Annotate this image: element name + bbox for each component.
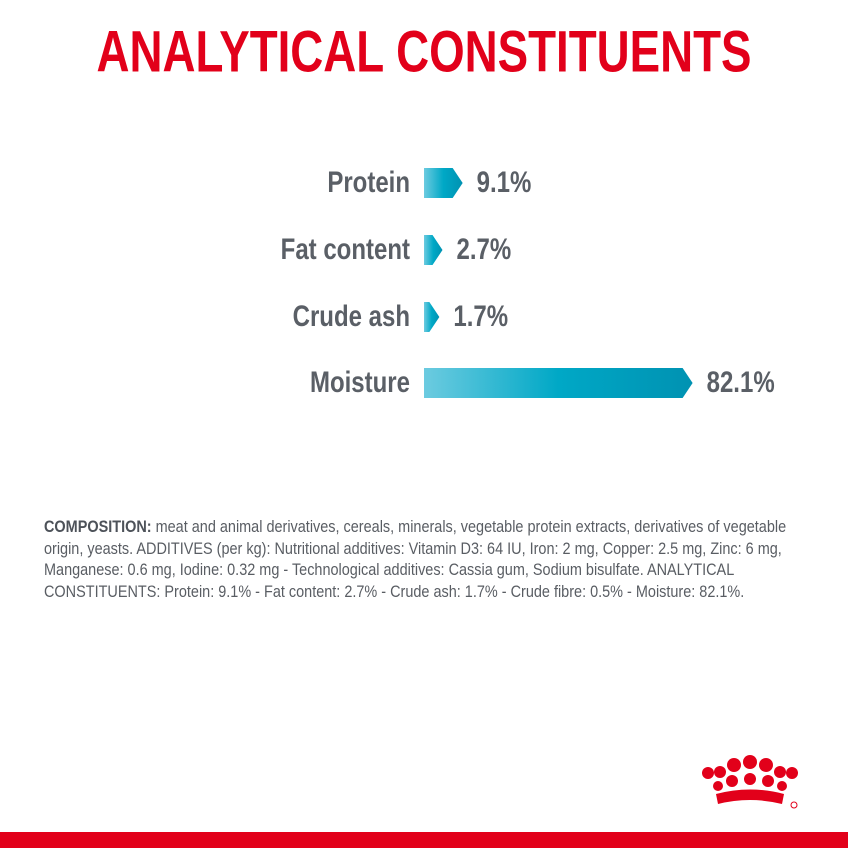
bar [424,368,693,398]
category-label: Moisture [310,366,410,399]
composition: COMPOSITION: meat and animal derivatives… [44,516,809,602]
composition-label: COMPOSITION: [44,517,152,536]
bar [424,235,443,265]
value-label: 1.7% [453,300,508,333]
category-label: Fat content [281,233,410,266]
value-label: 2.7% [457,233,512,266]
logo [702,755,798,809]
value-label: 9.1% [477,166,532,199]
bar [424,302,440,332]
bar [424,168,463,198]
footer-bar [0,832,848,848]
chart-title: ANALYTICAL CONSTITUENTS [97,19,752,84]
composition-text: meat and animal derivatives, cereals, mi… [44,517,787,601]
category-label: Crude ash [293,300,410,333]
value-label: 82.1% [707,366,775,399]
category-label: Protein [327,166,410,199]
